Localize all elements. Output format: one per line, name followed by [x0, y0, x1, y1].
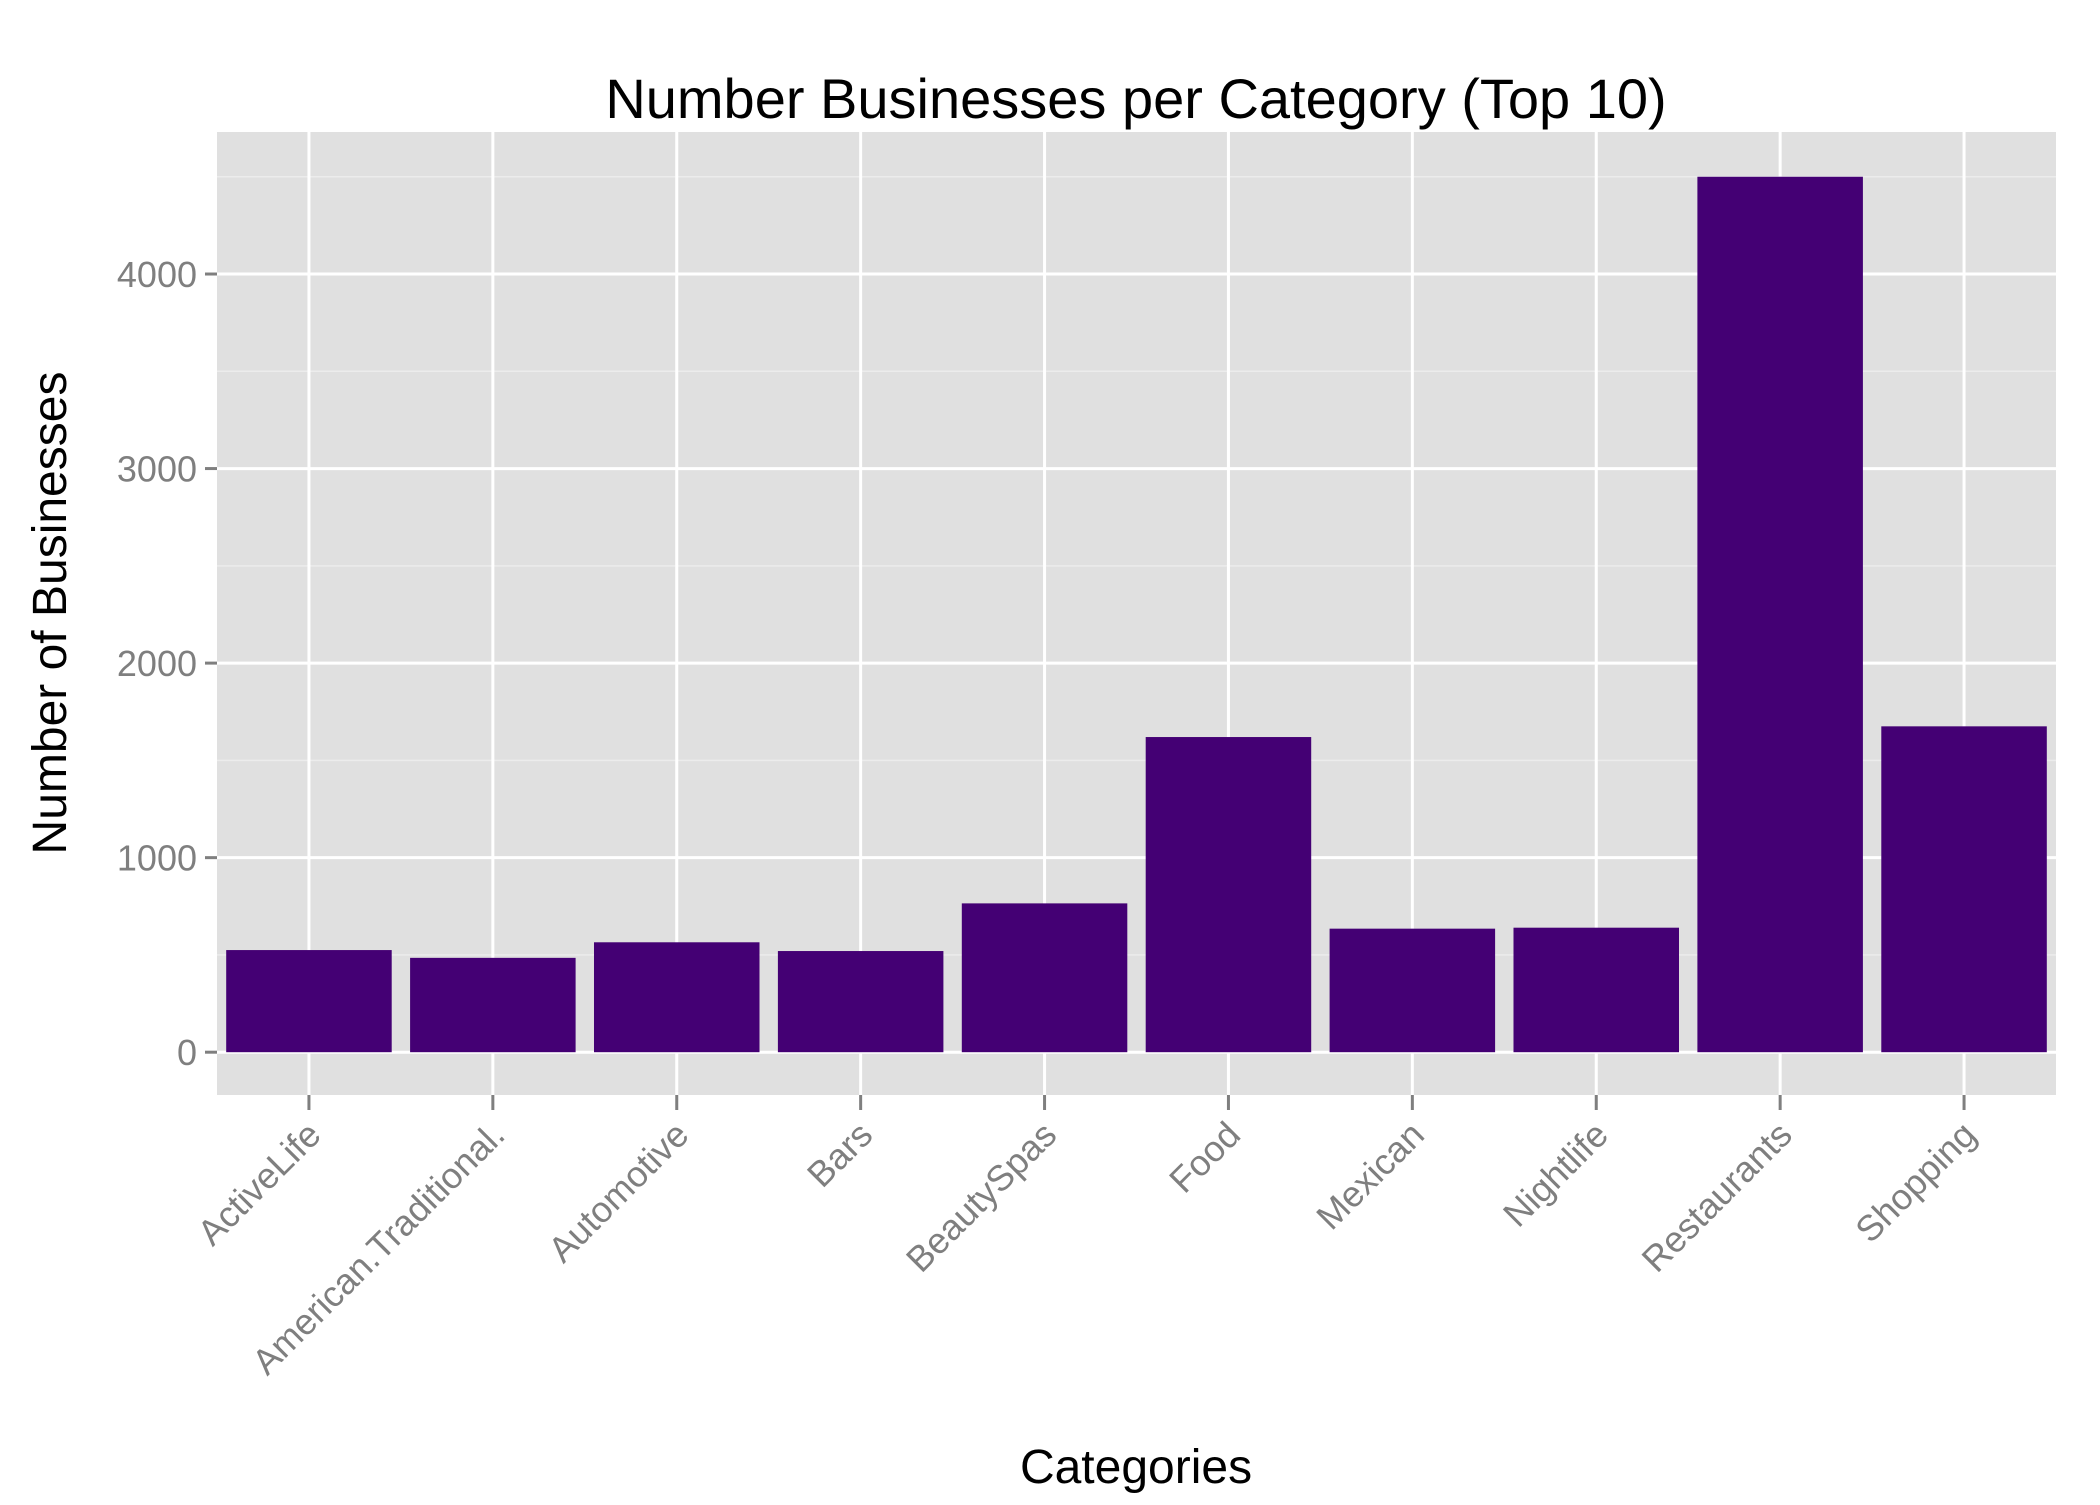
y-tick-label-3: 3000: [117, 449, 197, 490]
bars: [226, 176, 2047, 1053]
x-tick-label-9: Shopping: [1847, 1114, 1984, 1251]
x-tick-label-3: Bars: [799, 1114, 880, 1195]
x-tick-label-4: BeautySpas: [898, 1114, 1064, 1280]
y-tick-label-2: 2000: [117, 643, 197, 684]
bar-beautyspas: [961, 903, 1128, 1053]
bar-automotive: [593, 942, 760, 1053]
x-tick-label-2: Automotive: [540, 1114, 696, 1270]
y-tick-label-0: 0: [177, 1032, 197, 1073]
bar-mexican: [1329, 928, 1496, 1053]
x-tick-label-6: Mexican: [1308, 1114, 1432, 1238]
x-tick-label-0: ActiveLife: [189, 1114, 328, 1253]
chart-title: Number Businesses per Category (Top 10): [605, 67, 1666, 130]
bar-activelife: [226, 950, 392, 1053]
x-tick-label-5: Food: [1161, 1114, 1248, 1201]
bar-restaurants: [1697, 176, 1863, 1053]
bar-nightlife: [1513, 927, 1680, 1053]
bar-shopping: [1881, 726, 2047, 1053]
bar-american-traditional: [410, 957, 576, 1053]
bar-food: [1145, 737, 1312, 1053]
x-axis-title: Categories: [1020, 1441, 1252, 1494]
y-axis-title: Number of Businesses: [24, 372, 77, 855]
y-tick-label-4: 4000: [117, 254, 197, 295]
y-axis: 0 1000 2000 3000 4000: [117, 254, 217, 1073]
x-tick-label-8: Restaurants: [1634, 1114, 1800, 1280]
y-tick-label-1: 1000: [117, 838, 197, 879]
x-tick-label-7: Nightlife: [1495, 1114, 1616, 1235]
bar-bars: [777, 951, 944, 1053]
